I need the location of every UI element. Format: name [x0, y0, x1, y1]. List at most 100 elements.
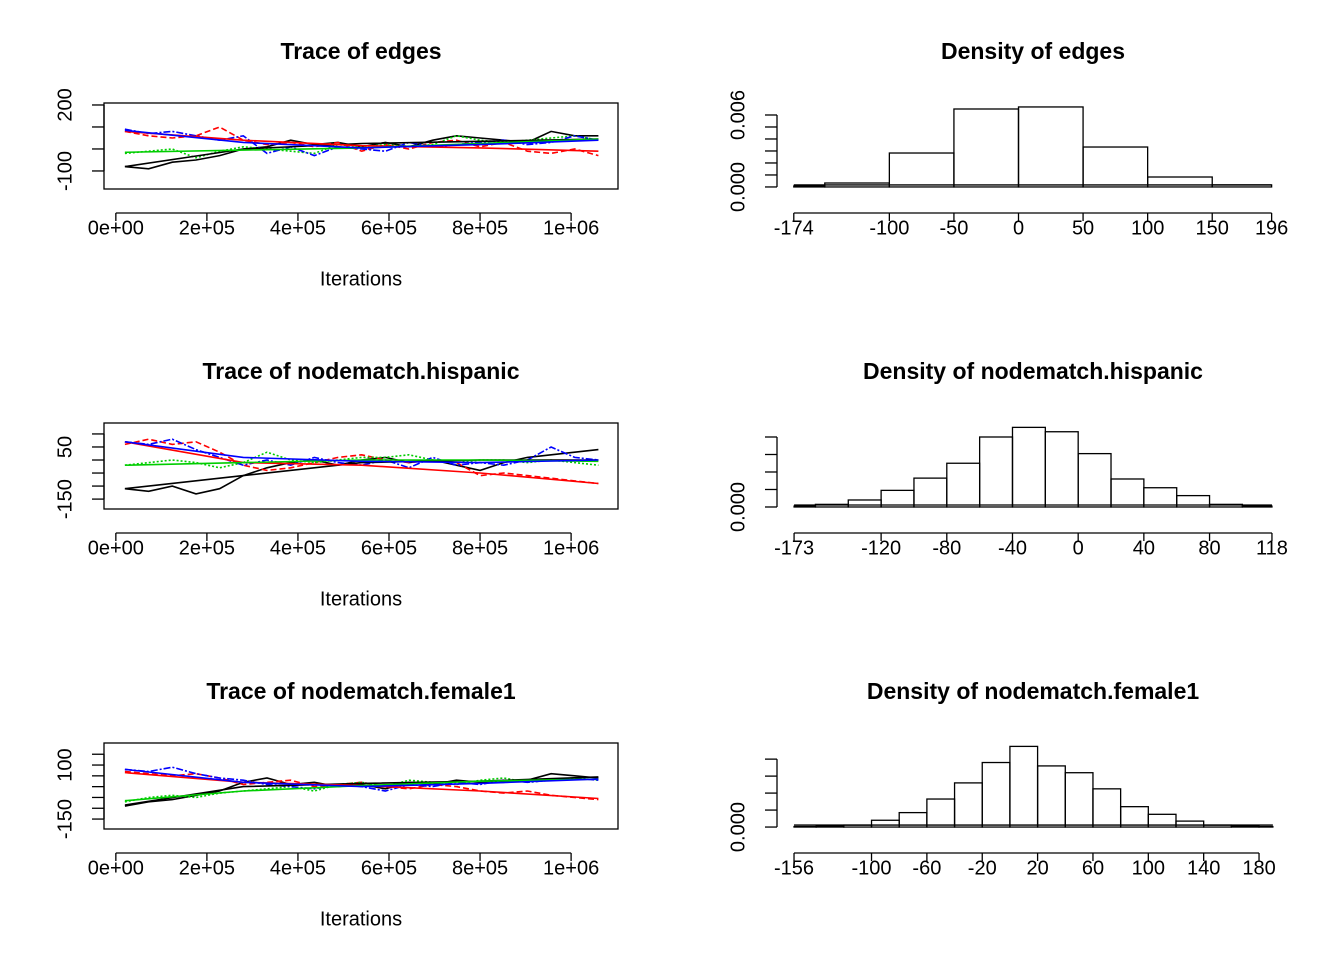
hist-bar: [1143, 487, 1178, 508]
x-tick-label: -40: [998, 537, 1027, 559]
x-tick-label: -156: [774, 857, 814, 879]
x-tick-label: 8e+05: [452, 217, 508, 239]
smooth-line: [124, 129, 599, 149]
panel-title: Trace of nodematch.female1: [206, 678, 516, 704]
x-axis-title: Iterations: [320, 268, 402, 290]
x-tick-label: 2e+05: [179, 857, 235, 879]
x-tick-label: 150: [1196, 217, 1229, 239]
hist-bar: [793, 825, 817, 828]
y-tick-label: -100: [54, 151, 76, 191]
y-tick-label: 50: [54, 436, 76, 458]
x-tick-label: 100: [1131, 217, 1164, 239]
smooth-line: [124, 459, 599, 466]
hist-bar: [847, 499, 882, 508]
x-tick-label: 0: [1073, 537, 1084, 559]
trace-line: [124, 770, 599, 801]
smooth-line: [124, 768, 599, 788]
x-tick-label: 196: [1255, 217, 1288, 239]
hist-bar: [1011, 426, 1046, 508]
hist-bar: [1082, 146, 1149, 188]
x-tick-label: 4e+05: [270, 217, 326, 239]
plot-box: [103, 102, 619, 190]
x-tick-label: -100: [869, 217, 909, 239]
x-tick-label: 6e+05: [361, 217, 417, 239]
y-tick-label: 0.006: [727, 90, 749, 140]
hist-bar: [1009, 745, 1039, 828]
hist-bar: [1110, 478, 1145, 508]
hist-bar: [946, 462, 981, 508]
x-tick-label: 140: [1187, 857, 1220, 879]
hist-bar: [793, 505, 817, 508]
x-tick-label: 8e+05: [452, 537, 508, 559]
hist-bar: [926, 798, 956, 828]
smooth-line: [124, 138, 599, 168]
smooth-line: [124, 441, 599, 464]
x-tick-label: 0: [1013, 217, 1024, 239]
panel-title: Trace of edges: [280, 38, 441, 64]
hist-bar: [1036, 765, 1066, 828]
smooth-line: [124, 441, 599, 485]
hist-bar: [1092, 788, 1122, 828]
x-tick-label: -80: [932, 537, 961, 559]
y-tick-label: -150: [54, 799, 76, 839]
hist-bar: [1176, 494, 1211, 508]
hist-bar: [1044, 431, 1079, 508]
hist-bar: [978, 436, 1014, 508]
trace-line: [124, 438, 599, 485]
hist-bar: [1241, 505, 1273, 508]
y-tick-label: 0.000: [727, 482, 749, 532]
x-tick-label: -173: [774, 537, 814, 559]
x-tick-label: -60: [912, 857, 941, 879]
smooth-line: [124, 778, 599, 802]
hist-bar: [953, 782, 983, 828]
y-tick-label: 200: [54, 88, 76, 121]
x-tick-label: 1e+06: [543, 857, 599, 879]
y-tick-label: -150: [54, 479, 76, 519]
x-tick-label: 180: [1242, 857, 1275, 879]
plot-box: [103, 422, 619, 510]
panel-title: Density of nodematch.female1: [867, 678, 1200, 704]
x-tick-label: 0e+00: [88, 857, 144, 879]
x-tick-label: 2e+05: [179, 217, 235, 239]
x-axis-title: Iterations: [320, 908, 402, 930]
x-tick-label: -120: [861, 537, 901, 559]
x-tick-label: 1e+06: [543, 217, 599, 239]
hist-bar: [888, 152, 955, 188]
x-tick-label: 60: [1082, 857, 1104, 879]
smooth-line: [124, 130, 599, 152]
plot-box: [103, 742, 619, 830]
x-tick-label: 80: [1198, 537, 1220, 559]
x-tick-label: -174: [774, 217, 814, 239]
hist-bar: [815, 825, 845, 828]
x-tick-label: 0e+00: [88, 537, 144, 559]
x-tick-label: 0e+00: [88, 217, 144, 239]
y-tick-label: 0.000: [727, 802, 749, 852]
hist-bar: [1258, 825, 1274, 828]
x-tick-label: -20: [968, 857, 997, 879]
x-tick-label: 100: [1132, 857, 1165, 879]
panel-title: Density of nodematch.hispanic: [863, 358, 1203, 384]
x-tick-label: 4e+05: [270, 857, 326, 879]
x-tick-label: 1e+06: [543, 537, 599, 559]
hist-bar: [1175, 820, 1205, 828]
hist-bar: [870, 819, 900, 828]
x-tick-label: -100: [852, 857, 892, 879]
x-tick-label: 6e+05: [361, 537, 417, 559]
x-tick-label: 118: [1256, 537, 1288, 559]
x-tick-label: 2e+05: [179, 537, 235, 559]
x-tick-label: 4e+05: [270, 537, 326, 559]
hist-bar: [1119, 806, 1149, 828]
hist-bar: [793, 185, 826, 188]
trace-line: [124, 448, 599, 495]
x-tick-label: 50: [1072, 217, 1094, 239]
hist-bar: [913, 477, 948, 508]
x-tick-label: -50: [939, 217, 968, 239]
x-tick-label: 40: [1133, 537, 1155, 559]
x-tick-label: 8e+05: [452, 857, 508, 879]
x-tick-label: 20: [1026, 857, 1048, 879]
hist-bar: [953, 108, 1020, 188]
x-tick-label: 6e+05: [361, 857, 417, 879]
y-tick-label: 100: [54, 748, 76, 781]
hist-bar: [1064, 772, 1094, 828]
